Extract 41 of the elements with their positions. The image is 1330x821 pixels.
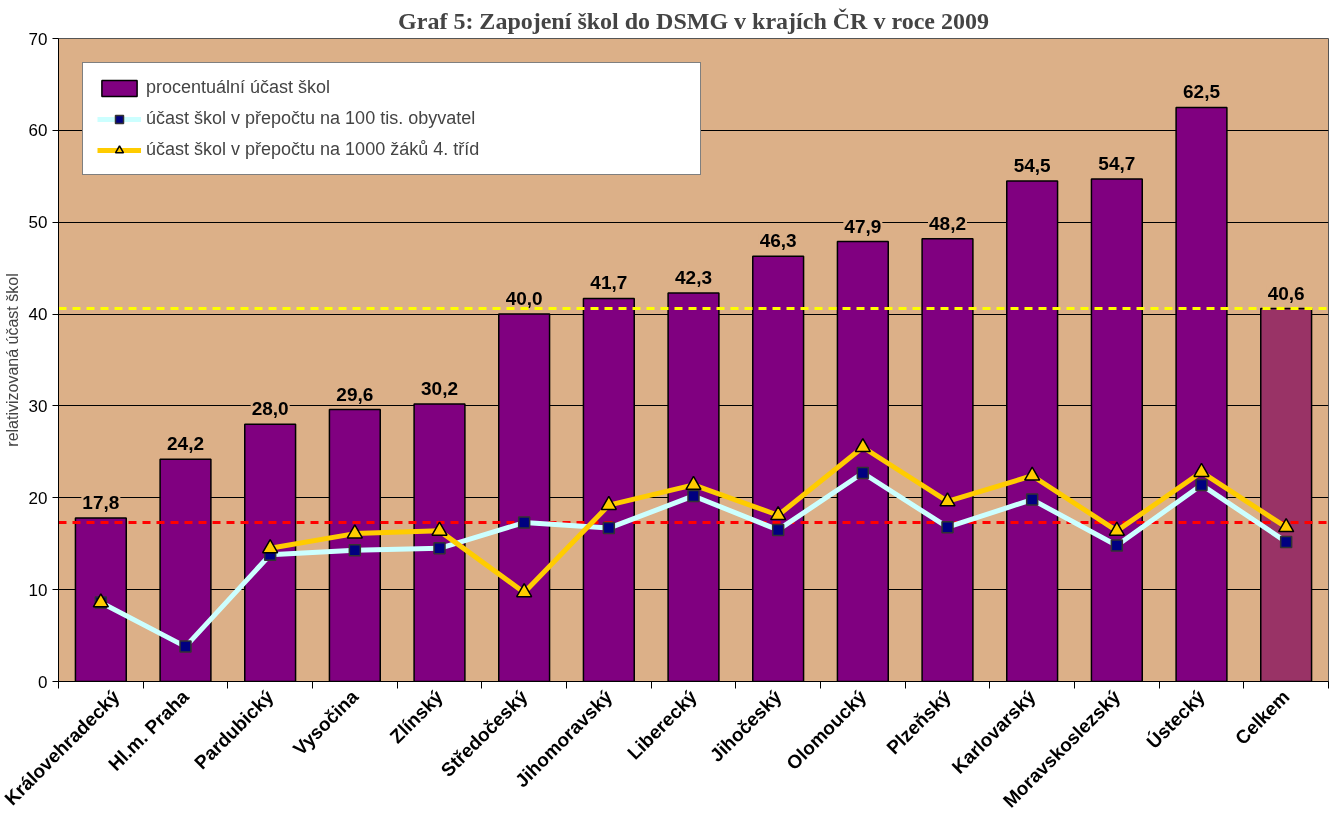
data-label: 17,8	[82, 491, 120, 513]
y-tick-label: 0	[38, 672, 48, 692]
point	[346, 524, 364, 539]
point	[685, 475, 702, 491]
y-tick-label: 30	[28, 396, 48, 416]
y-tick-label: 60	[28, 121, 48, 141]
data-label: 40,0	[505, 288, 543, 310]
point	[1193, 462, 1210, 478]
point	[939, 492, 956, 507]
y-tick-label: 10	[28, 580, 48, 600]
data-label: 41,7	[590, 272, 628, 294]
y-tick-label: 70	[28, 29, 48, 49]
data-label: 48,2	[929, 212, 966, 234]
point	[1277, 517, 1295, 533]
y-axis-title: relativizovaná účast škol	[3, 273, 21, 447]
point	[1023, 466, 1041, 481]
point	[600, 495, 618, 511]
data-label: 46,3	[759, 230, 797, 252]
y-tick-label: 40	[28, 305, 48, 325]
chart-title: Graf 5: Zapojení škol do DSMG v krajích ČR v roce 2009	[398, 7, 989, 34]
data-label: 40,6	[1267, 282, 1305, 304]
data-label: 30,2	[421, 378, 458, 400]
data-label: 24,2	[167, 433, 204, 455]
data-label: 42,3	[675, 266, 712, 288]
legend-label: procentuální účast škol	[146, 77, 332, 98]
data-label: 54,5	[1013, 154, 1052, 176]
data-label: 62,5	[1183, 81, 1221, 103]
legend-label: účast škol v přepočtu na 100 tis. obyvatel	[146, 108, 477, 129]
data-label: 28,0	[251, 398, 289, 420]
point	[261, 538, 279, 554]
y-tick-label: 50	[28, 213, 48, 233]
data-label: 47,9	[844, 215, 882, 237]
point	[431, 521, 448, 536]
point	[515, 582, 533, 598]
data-label: 54,7	[1098, 153, 1136, 175]
point	[854, 437, 872, 453]
point	[769, 505, 787, 521]
legend-label: účast škol v přepočtu na 1000 žáků 4. tříd	[146, 139, 481, 160]
point	[1108, 521, 1126, 536]
data-label: 29,6	[336, 383, 374, 405]
y-tick-label: 20	[28, 488, 48, 508]
